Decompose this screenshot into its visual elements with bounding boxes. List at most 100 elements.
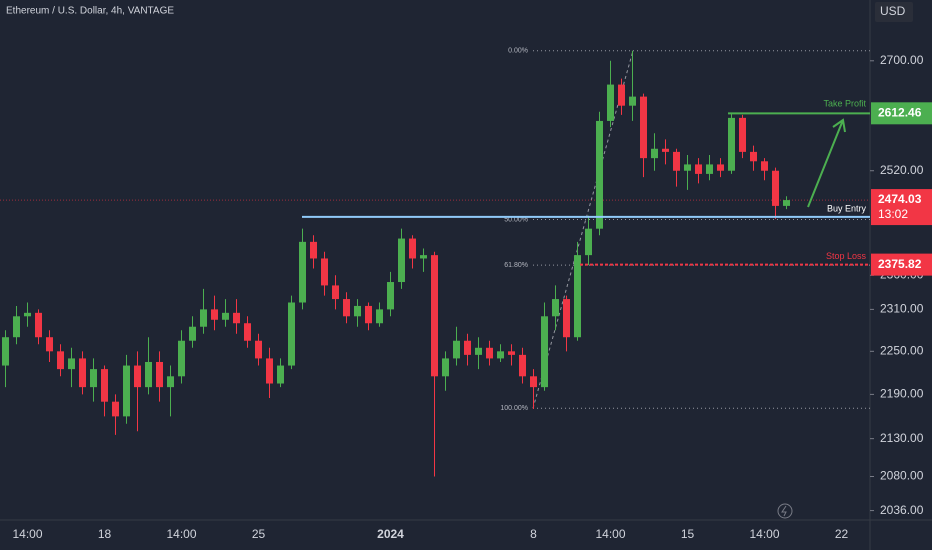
fib-label: 50.00% bbox=[504, 216, 528, 223]
candle-body bbox=[585, 228, 592, 256]
candle-body bbox=[123, 365, 130, 417]
candle-body bbox=[211, 309, 218, 320]
level-name: Take Profit bbox=[823, 99, 866, 109]
x-tick-label: 14:00 bbox=[12, 527, 42, 541]
candle-body bbox=[651, 148, 658, 159]
y-tick-label: 2190.00 bbox=[880, 387, 924, 401]
candle-body bbox=[519, 354, 526, 377]
candle-body bbox=[13, 316, 20, 338]
candle-body bbox=[673, 151, 680, 171]
candle-body bbox=[563, 299, 570, 338]
candle-body bbox=[134, 365, 141, 388]
candle-body bbox=[431, 255, 438, 377]
y-tick-label: 2250.00 bbox=[880, 343, 924, 357]
candle-body bbox=[79, 358, 86, 388]
x-tick-label: 8 bbox=[530, 527, 537, 541]
candle-body bbox=[332, 285, 339, 300]
candle-body bbox=[277, 365, 284, 384]
candle-body bbox=[442, 358, 449, 377]
candle-body bbox=[2, 337, 9, 366]
candle-body bbox=[321, 258, 328, 286]
candle-body bbox=[156, 361, 163, 388]
candle-body bbox=[266, 358, 273, 384]
candle-body bbox=[167, 376, 174, 388]
candle-body bbox=[420, 255, 427, 259]
candle-body bbox=[46, 337, 53, 352]
candle-body bbox=[189, 326, 196, 341]
candle-body bbox=[739, 117, 746, 152]
candle-body bbox=[288, 302, 295, 366]
y-tick-label: 2520.00 bbox=[880, 163, 924, 177]
candle-body bbox=[90, 369, 97, 388]
candle-body bbox=[299, 241, 306, 303]
y-tick-label: 2700.00 bbox=[880, 53, 924, 67]
candle-body bbox=[717, 164, 724, 171]
candle-body bbox=[530, 376, 537, 388]
candle-body bbox=[57, 351, 64, 370]
lightning-icon[interactable] bbox=[777, 503, 793, 519]
candle-body bbox=[35, 312, 42, 338]
candle-body bbox=[541, 316, 548, 388]
chart-title: Ethereum / U.S. Dollar, 4h, VANTAGE bbox=[6, 6, 174, 17]
candle-body bbox=[409, 238, 416, 259]
candle-body bbox=[596, 120, 603, 229]
candle-body bbox=[310, 241, 317, 259]
candle-body bbox=[662, 148, 669, 152]
candle-body bbox=[629, 96, 636, 106]
y-tick-label: 2310.00 bbox=[880, 302, 924, 316]
candle-body bbox=[398, 238, 405, 283]
fib-label: 61.80% bbox=[504, 262, 528, 269]
fib-trend bbox=[532, 50, 634, 409]
candle-body bbox=[783, 200, 790, 206]
currency[interactable]: USD bbox=[880, 4, 906, 18]
candle-body bbox=[728, 117, 735, 171]
candle-body bbox=[68, 358, 75, 370]
candle-body bbox=[552, 299, 559, 317]
fib-label: 0.00% bbox=[508, 48, 528, 55]
candle-body bbox=[112, 401, 119, 417]
candle-body bbox=[387, 282, 394, 310]
candle-body bbox=[178, 340, 185, 377]
candle-body bbox=[354, 305, 361, 317]
candle-body bbox=[200, 309, 207, 327]
y-tick-label: 2036.00 bbox=[880, 503, 924, 517]
candle-body bbox=[453, 340, 460, 359]
x-tick-label: 14:00 bbox=[749, 527, 779, 541]
price-label: 2612.46 bbox=[878, 105, 922, 119]
candle-body bbox=[376, 309, 383, 324]
candle-body bbox=[607, 84, 614, 121]
x-tick-label: 18 bbox=[98, 527, 112, 541]
candle-body bbox=[640, 96, 647, 159]
target-arrow bbox=[807, 118, 846, 208]
candle-body bbox=[574, 255, 581, 338]
candle-body bbox=[343, 299, 350, 317]
y-tick-label: 2130.00 bbox=[880, 431, 924, 445]
price-label: 2474.03 bbox=[878, 192, 922, 206]
candle-body bbox=[101, 369, 108, 402]
level-name: Buy Entry bbox=[827, 203, 867, 213]
candle-body bbox=[497, 351, 504, 359]
countdown: 13:02 bbox=[878, 207, 908, 221]
x-tick-label: 14:00 bbox=[595, 527, 625, 541]
candle-body bbox=[508, 351, 515, 355]
price-label-box bbox=[871, 253, 932, 276]
candle-body bbox=[486, 347, 493, 359]
currency-box[interactable] bbox=[875, 2, 913, 22]
candle-body bbox=[695, 164, 702, 174]
candle-body bbox=[475, 347, 482, 355]
candle-body bbox=[24, 312, 31, 317]
candle-body bbox=[750, 151, 757, 162]
x-tick-label: 25 bbox=[252, 527, 266, 541]
y-tick-label: 2080.00 bbox=[880, 469, 924, 483]
candle-body bbox=[772, 170, 779, 206]
level-name: Stop Loss bbox=[826, 251, 867, 261]
candle-body bbox=[618, 84, 625, 106]
x-tick-label: 14:00 bbox=[166, 527, 196, 541]
fib-label: 100.00% bbox=[500, 405, 528, 412]
candle-body bbox=[684, 164, 691, 171]
candle-body bbox=[145, 361, 152, 388]
candle-body bbox=[255, 340, 262, 359]
candle-body bbox=[464, 340, 471, 355]
